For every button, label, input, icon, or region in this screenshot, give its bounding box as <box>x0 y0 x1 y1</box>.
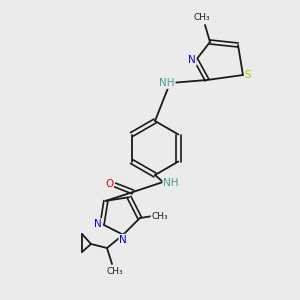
Text: NH: NH <box>163 178 179 188</box>
Text: CH₃: CH₃ <box>107 268 123 277</box>
Text: NH: NH <box>159 78 175 88</box>
Text: N: N <box>188 55 196 65</box>
Text: O: O <box>105 179 113 189</box>
Text: CH₃: CH₃ <box>194 13 210 22</box>
Text: N: N <box>94 219 102 229</box>
Text: N: N <box>119 235 127 245</box>
Text: S: S <box>245 70 251 80</box>
Text: CH₃: CH₃ <box>152 212 168 220</box>
